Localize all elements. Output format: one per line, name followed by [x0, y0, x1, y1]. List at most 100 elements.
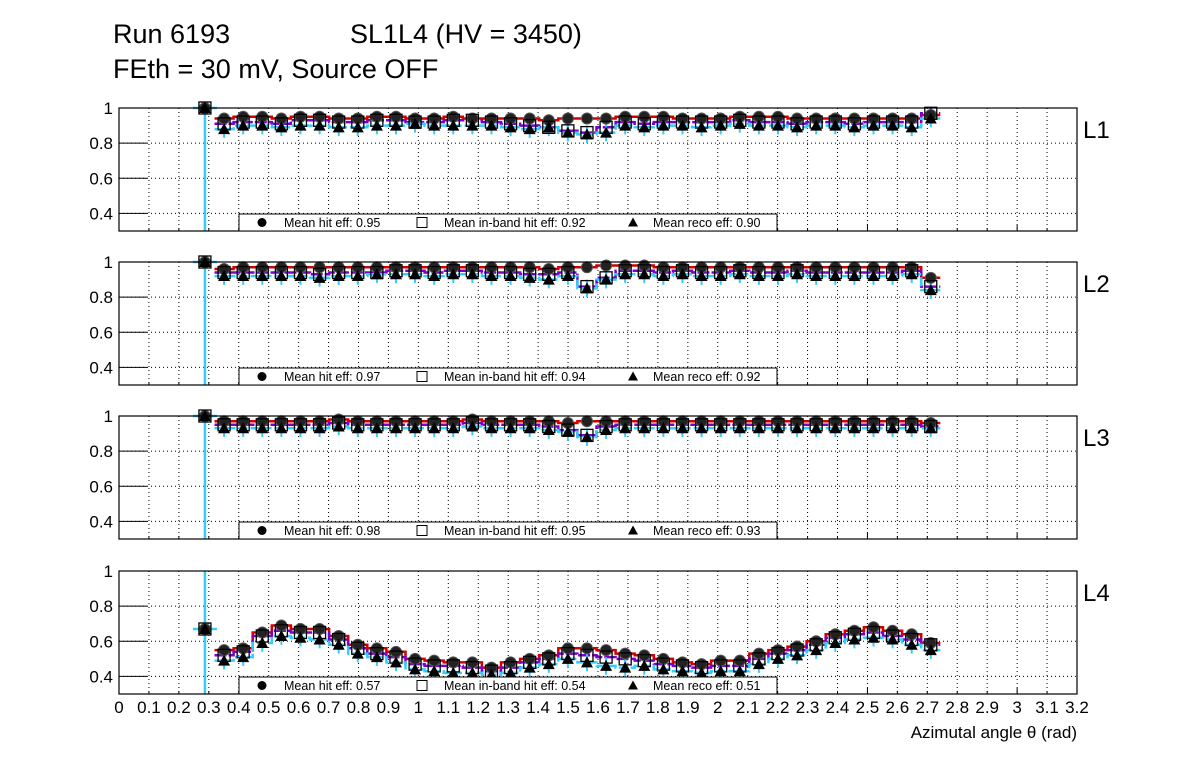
marker-reco [810, 422, 823, 434]
marker-reco [657, 270, 670, 282]
marker-reco [389, 656, 402, 668]
legend-box [238, 213, 778, 232]
y-tick-label: 0.8 [89, 442, 113, 461]
marker-reco [733, 422, 746, 434]
marker-reco [313, 422, 326, 434]
marker-reco [619, 119, 632, 131]
marker-reco [218, 654, 231, 666]
x-tick-label: 3.1 [1035, 698, 1059, 717]
marker-hit [600, 259, 613, 272]
x-tick-label: 1.3 [496, 698, 520, 717]
marker-reco [695, 422, 708, 434]
x-tick-label: 1.6 [586, 698, 610, 717]
legend-box [238, 521, 778, 540]
marker-reco [771, 270, 784, 282]
x-tick-label: 2 [713, 698, 722, 717]
x-tick-label: 0.5 [257, 698, 281, 717]
title-conditions: FEth = 30 mV, Source OFF [113, 54, 438, 84]
legend-marker-hit [257, 681, 267, 690]
marker-reco [466, 666, 479, 678]
marker-reco [752, 422, 765, 434]
marker-reco [867, 119, 880, 131]
x-tick-label: 2.3 [796, 698, 820, 717]
marker-reco [409, 268, 422, 280]
x-tick-labels: 0 0.1 0.2 0.3 0.4 0.5 0.6 0.7 0.8 0.9 1 1.1 1.2 1.3 1.… [114, 698, 1089, 717]
marker-hit [733, 654, 746, 667]
marker-reco [294, 270, 307, 282]
marker-reco [256, 422, 269, 434]
marker-reco [676, 119, 689, 131]
marker-reco [791, 649, 804, 661]
marker-reco [829, 422, 842, 434]
marker-reco [542, 658, 555, 670]
marker-reco [905, 121, 918, 133]
y-tick-label: 0.4 [89, 358, 113, 377]
marker-reco [791, 422, 804, 434]
marker-hit [523, 112, 536, 125]
marker-reco [294, 119, 307, 131]
marker-reco [600, 424, 613, 436]
y-tick-label: 0.4 [89, 512, 113, 531]
marker-reco [714, 422, 727, 434]
marker-reco [600, 659, 613, 671]
panel-l3: 0.4 0.6 0.8 1 Mean hit eff: 0.98 Mean in-band… [89, 407, 1110, 540]
marker-reco [561, 270, 574, 282]
x-tick-label: 3.2 [1065, 698, 1089, 717]
marker-reco [332, 121, 345, 133]
marker-reco [848, 121, 861, 133]
marker-hit [542, 263, 555, 276]
legend-label-reco: Mean reco eff: 0.93 [653, 524, 761, 538]
marker-reco [733, 268, 746, 280]
marker-reco [351, 270, 364, 282]
layer-label: L3 [1083, 425, 1110, 452]
marker-hit [561, 112, 574, 125]
marker-reco [504, 121, 517, 133]
legend-marker-hit [257, 372, 267, 381]
x-tick-label: 3 [1012, 698, 1021, 717]
x-tick-label: 0.7 [317, 698, 341, 717]
marker-reco [752, 270, 765, 282]
x-tick-label: 2.7 [915, 698, 939, 717]
x-tick-label: 2.6 [886, 698, 910, 717]
marker-reco [294, 631, 307, 643]
legend-marker-inband [416, 525, 428, 536]
legend-marker-inband [416, 371, 428, 382]
y-tick-label: 0.6 [89, 632, 113, 651]
layer-label: L1 [1083, 117, 1110, 144]
marker-reco [237, 422, 250, 434]
legend-label-inband: Mean in-band hit eff: 0.95 [444, 524, 586, 538]
marker-hit [580, 261, 593, 274]
marker-reco [733, 665, 746, 677]
marker-reco [256, 270, 269, 282]
legend-box [238, 367, 778, 386]
marker-reco [886, 119, 899, 131]
x-tick-label: 0 [114, 698, 123, 717]
marker-reco [924, 284, 937, 296]
legend-marker-reco [628, 217, 638, 227]
marker-reco [275, 630, 288, 642]
marker-reco [332, 638, 345, 650]
marker-reco [389, 422, 402, 434]
marker-hit [905, 628, 918, 641]
marker-reco [886, 633, 899, 645]
marker-hit [218, 112, 231, 125]
x-tick-label: 0.9 [377, 698, 401, 717]
legend-label-hit: Mean hit eff: 0.97 [284, 370, 380, 384]
x-tick-label: 0.4 [227, 698, 251, 717]
marker-reco [676, 268, 689, 280]
marker-reco [389, 119, 402, 131]
marker-reco [447, 119, 460, 131]
marker-reco [256, 119, 269, 131]
y-tick-label: 0.8 [89, 597, 113, 616]
marker-hit [714, 654, 727, 667]
x-tick-label: 2.4 [826, 698, 850, 717]
marker-reco [619, 268, 632, 280]
marker-reco [886, 422, 899, 434]
y-tick-label: 0.4 [89, 204, 113, 223]
marker-hit [580, 642, 593, 655]
x-tick-label: 1.7 [616, 698, 640, 717]
marker-reco [867, 631, 880, 643]
legend-label-inband: Mean in-band hit eff: 0.92 [444, 216, 586, 230]
marker-reco [389, 268, 402, 280]
marker-reco [275, 422, 288, 434]
